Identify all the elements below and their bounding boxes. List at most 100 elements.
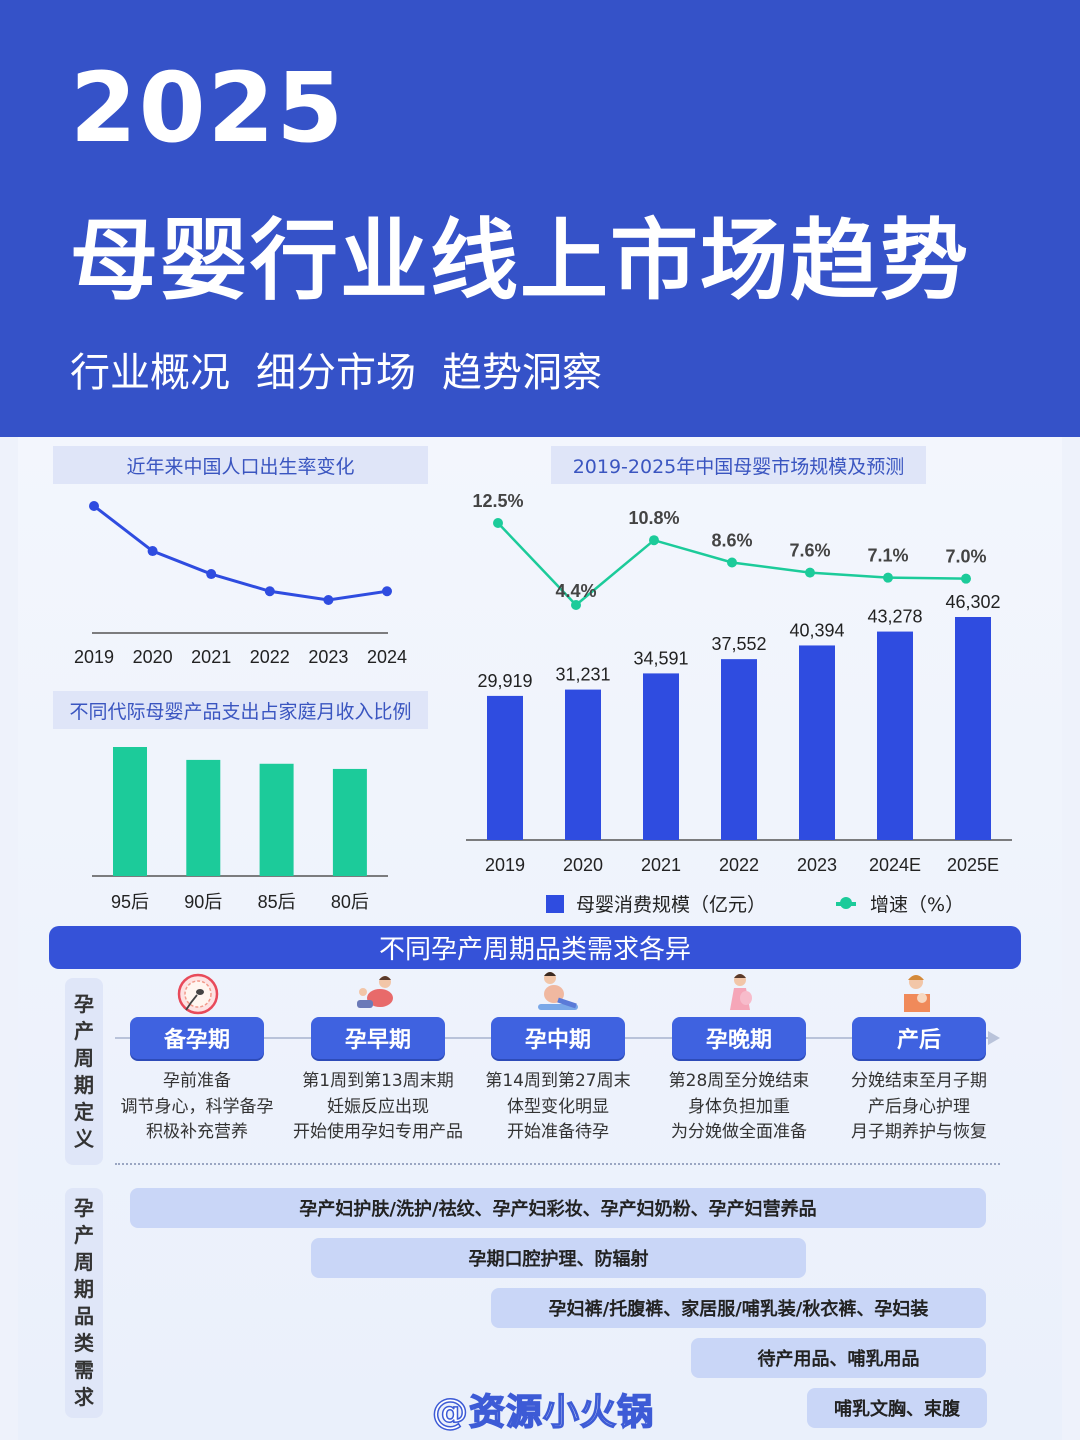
- birth-tick-label: 2024: [367, 647, 407, 667]
- header-title: 母婴行业线上市场趋势: [70, 209, 971, 312]
- stage-early-desc: 第1周到第13周末期 妊娠反应出现 开始使用孕妇专用产品: [293, 1071, 463, 1142]
- watermark: @资源小火锅: [431, 1391, 655, 1434]
- generation-tick-label: 85后: [258, 892, 296, 912]
- growth-point-2025E: [961, 573, 971, 584]
- sperm-egg-icon: [177, 973, 219, 1015]
- market-bar-2022: [721, 659, 757, 840]
- market-bar-value-label: 43,278: [867, 607, 922, 627]
- cycle-needs-label: 孕产周 期品类 需求: [65, 1188, 103, 1418]
- generation-tick-label: 80后: [331, 892, 369, 912]
- birth-tick-label: 2019: [74, 647, 114, 667]
- subtitle-industry: 行业概况: [70, 350, 230, 396]
- stage-postpartum: 产后: [852, 1017, 986, 1059]
- birth-rate-line-chart: 2019 2020 2021 2022 2023 2024: [74, 501, 407, 667]
- market-legend: 母婴消费规模（亿元） 增速（%）: [546, 890, 964, 917]
- pregnant-woman-yoga-icon: [538, 972, 578, 1010]
- stage-middle-desc: 第14周到第27周末 体型变化明显 开始准备待孕: [485, 1071, 631, 1142]
- stage-preparation: 备孕期: [130, 1017, 264, 1059]
- generation-bar-80后: [332, 768, 367, 876]
- stage-middle: 孕中期: [491, 1017, 625, 1059]
- birth-point-2021: [206, 569, 217, 580]
- birth-line: [93, 504, 388, 602]
- pregnant-woman-resting-icon: [357, 976, 393, 1008]
- birth-point-2023: [323, 595, 334, 605]
- market-bar-2025E: [955, 617, 991, 840]
- generation-bar-90后: [186, 759, 221, 876]
- need-bar-nursing-bra: 哺乳文胸、束腹: [807, 1388, 987, 1428]
- birth-tick-label: 2020: [133, 647, 173, 667]
- mother-baby-icon: [904, 975, 930, 1012]
- legend-bar-swatch: [546, 894, 564, 913]
- market-tick-label: 2025E: [947, 855, 999, 875]
- generation-bar-85后: [259, 763, 294, 876]
- legend-line-swatch: [836, 896, 857, 909]
- header-subtitles: 行业概况 细分市场 趋势洞察: [70, 340, 602, 398]
- market-bar-2020: [565, 689, 601, 840]
- header-banner: 2025 母婴行业线上市场趋势 行业概况 细分市场 趋势洞察: [0, 0, 1080, 437]
- growth-point-2019: [493, 518, 503, 528]
- birth-point-2020: [147, 546, 158, 557]
- market-chart-title: 2019-2025年中国母婴市场规模及预测: [551, 446, 926, 484]
- growth-point-2024E: [883, 572, 893, 583]
- growth-point-2022: [727, 557, 737, 568]
- generation-tick-label: 90后: [184, 892, 222, 912]
- need-bar-skincare: 孕产妇护肤/洗护/祛纹、孕产妇彩妆、孕产妇奶粉、孕产妇营养品: [130, 1188, 986, 1228]
- market-bar-2021: [643, 673, 679, 840]
- growth-point-2023: [805, 567, 815, 578]
- pregnant-woman-standing-icon: [730, 974, 752, 1010]
- growth-value-label: 7.0%: [945, 547, 986, 567]
- growth-point-2021: [649, 535, 659, 546]
- timeline-arrow: [988, 1031, 1000, 1045]
- market-bar-value-label: 34,591: [633, 648, 688, 668]
- market-tick-label: 2020: [563, 855, 603, 875]
- growth-value-label: 8.6%: [711, 530, 752, 550]
- stage-preparation-desc: 孕前准备 调节身心，科学备孕 积极补充营养: [120, 1071, 274, 1142]
- market-bar-value-label: 40,394: [789, 620, 844, 640]
- growth-value-label: 12.5%: [472, 491, 523, 511]
- need-bar-oral-care: 孕期口腔护理、防辐射: [311, 1238, 806, 1278]
- stage-early: 孕早期: [311, 1017, 445, 1059]
- stage-late-desc: 第28周至分娩结束 身体负担加重 为分娩做全面准备: [668, 1071, 810, 1142]
- growth-value-label: 4.4%: [555, 581, 596, 601]
- growth-point-2020: [571, 600, 581, 610]
- market-size-combo-chart: 29,919 2019 31,231 2020 34,591 2021 37,552 2022…: [466, 491, 1012, 875]
- stage-postpartum-desc: 分娩结束至月子期 产后身心护理 月子期养护与恢复: [851, 1071, 987, 1142]
- market-tick-label: 2024E: [869, 855, 921, 875]
- market-bar-2019: [487, 695, 523, 840]
- birth-point-2022: [264, 586, 275, 597]
- birth-tick-label: 2022: [250, 647, 290, 667]
- subtitle-trend: 趋势洞察: [442, 350, 602, 396]
- generation-bar-95后: [113, 747, 147, 876]
- header-year: 2025: [70, 52, 346, 164]
- market-tick-label: 2019: [485, 855, 525, 875]
- subtitle-segment: 细分市场: [256, 350, 416, 396]
- market-bar-value-label: 31,231: [555, 665, 610, 685]
- birth-tick-label: 2023: [308, 647, 348, 667]
- birth-tick-label: 2021: [191, 647, 231, 667]
- market-bar-value-label: 46,302: [945, 592, 1000, 612]
- market-bar-2023: [799, 645, 835, 840]
- market-bar-2024E: [877, 631, 913, 840]
- market-bar-value-label: 37,552: [711, 634, 766, 654]
- growth-value-label: 7.1%: [867, 546, 908, 566]
- market-tick-label: 2021: [641, 855, 681, 875]
- stage-late: 孕晚期: [672, 1017, 806, 1059]
- birth-chart-title: 近年来中国人口出生率变化: [53, 446, 428, 484]
- legend-line-label: 增速（%）: [870, 894, 965, 916]
- generation-chart-title: 不同代际母婴产品支出占家庭月收入比例: [53, 691, 428, 729]
- legend-bar-label: 母婴消费规模（亿元）: [576, 894, 767, 916]
- market-bar-value-label: 29,919: [477, 671, 532, 691]
- section-divider: [115, 1163, 1000, 1165]
- need-bar-clothing: 孕妇裤/托腹裤、家居服/哺乳装/秋衣裤、孕妇装: [491, 1288, 986, 1328]
- cycle-definition-label: 孕产周 期定义: [65, 978, 103, 1165]
- need-bar-delivery-items: 待产用品、哺乳用品: [691, 1338, 986, 1378]
- growth-value-label: 10.8%: [628, 508, 679, 528]
- charts-svg: 2019 2020 2021 2022 2023 2024 95后 90后 85后 80后 29…: [74, 491, 1012, 912]
- birth-point-2024: [382, 586, 392, 597]
- generation-tick-label: 95后: [111, 892, 149, 912]
- cycle-section-title: 不同孕产周期品类需求各异: [49, 926, 1021, 969]
- market-tick-label: 2022: [719, 855, 759, 875]
- generation-bar-chart: 95后 90后 85后 80后: [92, 747, 388, 912]
- growth-value-label: 7.6%: [789, 541, 830, 561]
- birth-point-2019: [89, 501, 99, 511]
